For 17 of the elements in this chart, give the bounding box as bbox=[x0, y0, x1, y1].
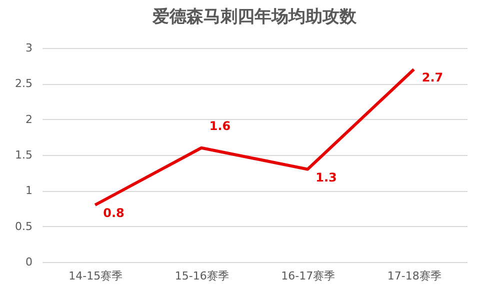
y-tick-label: 2 bbox=[26, 112, 32, 126]
data-label: 1.3 bbox=[316, 170, 337, 184]
x-tick-label: 15-16赛季 bbox=[174, 270, 229, 282]
y-tick-label: 0 bbox=[26, 256, 32, 268]
data-label: 1.6 bbox=[209, 118, 231, 133]
data-label: 2.7 bbox=[422, 70, 444, 84]
chart-title: 爱德森马刺四年场均助攻数 bbox=[152, 7, 358, 27]
x-tick-label: 16-17赛季 bbox=[281, 270, 336, 282]
y-tick-label: 2.5 bbox=[15, 77, 32, 90]
x-tick-label: 14-15赛季 bbox=[68, 270, 123, 282]
x-tick-label: 17-18赛季 bbox=[387, 270, 442, 282]
y-tick-label: 0.5 bbox=[15, 220, 32, 233]
data-label: 0.8 bbox=[103, 206, 124, 220]
y-tick-label: 1.5 bbox=[15, 148, 32, 162]
y-tick-label: 1 bbox=[26, 184, 32, 198]
line-series bbox=[94, 68, 416, 206]
y-tick-label: 3 bbox=[26, 42, 32, 54]
